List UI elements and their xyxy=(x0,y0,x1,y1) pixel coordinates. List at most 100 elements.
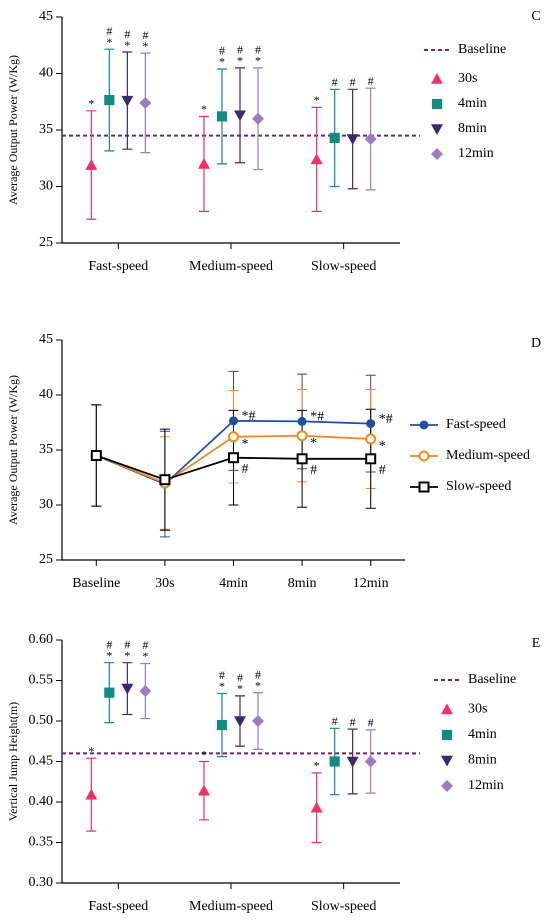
marker xyxy=(216,111,228,122)
marker xyxy=(365,433,377,445)
x-tick-label: Fast-speed xyxy=(88,259,148,274)
x-tick-label: Slow-speed xyxy=(311,259,376,274)
annotation: # xyxy=(310,463,317,478)
marker xyxy=(441,755,453,767)
legend-label: 30s xyxy=(458,71,477,86)
marker xyxy=(234,716,246,727)
annotation: * xyxy=(201,747,207,761)
marker xyxy=(198,784,210,796)
annotation: * xyxy=(142,39,148,53)
marker xyxy=(441,729,453,741)
legend-label: 8min xyxy=(458,121,487,136)
annotation: # xyxy=(242,462,249,477)
legend-label: Baseline xyxy=(458,42,506,57)
marker xyxy=(139,685,152,698)
y-tick-label: 0.50 xyxy=(29,713,54,728)
annotation: * xyxy=(255,54,261,68)
marker xyxy=(159,474,171,486)
legend-label: Baseline xyxy=(468,672,516,687)
marker xyxy=(252,715,264,727)
y-tick-label: 35 xyxy=(39,122,53,137)
annotation: * xyxy=(310,436,317,451)
y-tick-label: 0.55 xyxy=(29,673,54,688)
annotation: # xyxy=(219,44,225,58)
y-axis-label: Average Output Power (W/Kg) xyxy=(6,55,20,205)
x-tick-label: Baseline xyxy=(72,576,120,591)
y-tick-label: 30 xyxy=(39,497,53,512)
annotation: # xyxy=(106,24,112,38)
annotation: # xyxy=(142,28,148,42)
annotation: * xyxy=(219,55,225,69)
y-tick-label: 0.45 xyxy=(29,754,54,769)
x-tick-label: 12min xyxy=(353,576,389,591)
annotation: * xyxy=(88,97,94,111)
marker xyxy=(216,719,228,731)
panel-label: E xyxy=(532,636,541,651)
marker xyxy=(85,788,98,800)
marker xyxy=(431,73,443,84)
annotation: # xyxy=(368,716,374,730)
annotation: * xyxy=(124,648,130,662)
legend-label: 12min xyxy=(468,778,504,793)
marker xyxy=(234,110,246,122)
annotation: * xyxy=(106,35,112,49)
y-tick-label: 25 xyxy=(39,552,53,567)
marker xyxy=(104,94,115,106)
y-tick-label: 25 xyxy=(39,235,53,250)
annotation: # xyxy=(142,638,148,652)
marker xyxy=(365,453,377,465)
marker xyxy=(419,420,429,430)
marker xyxy=(310,153,323,165)
marker xyxy=(104,687,115,698)
marker xyxy=(228,431,239,443)
x-tick-label: Medium-speed xyxy=(189,259,273,274)
marker xyxy=(90,450,102,461)
annotation: # xyxy=(219,668,225,682)
panel-label: C xyxy=(531,9,540,24)
annotation: *# xyxy=(310,410,324,425)
annotation: * xyxy=(124,38,130,52)
marker xyxy=(431,98,443,110)
marker xyxy=(296,430,308,442)
annotation: * xyxy=(142,649,148,663)
annotation: # xyxy=(332,714,338,728)
x-tick-label: 30s xyxy=(155,576,174,591)
annotation: # xyxy=(379,463,386,478)
annotation: * xyxy=(242,437,249,452)
annotation: # xyxy=(124,637,130,651)
marker xyxy=(431,124,443,135)
x-tick-label: 4min xyxy=(219,576,248,591)
marker xyxy=(418,450,430,462)
annotation: # xyxy=(368,74,374,88)
y-axis-label: Vertical Jump Height(m) xyxy=(6,702,20,821)
y-tick-label: 0.40 xyxy=(29,794,54,809)
annotation: * xyxy=(237,54,243,68)
y-tick-label: 30 xyxy=(39,179,53,194)
annotation: * xyxy=(314,93,320,107)
marker xyxy=(364,133,377,146)
annotation: * xyxy=(88,744,94,758)
x-tick-label: Slow-speed xyxy=(311,899,376,914)
legend-label: 12min xyxy=(458,146,494,161)
marker xyxy=(121,95,134,107)
x-tick-label: Fast-speed xyxy=(88,899,148,914)
annotation: *# xyxy=(379,412,393,427)
marker xyxy=(431,148,443,160)
annotation: * xyxy=(255,678,261,692)
marker xyxy=(296,453,308,465)
y-tick-label: 45 xyxy=(39,9,53,24)
x-tick-label: Medium-speed xyxy=(189,899,273,914)
annotation: # xyxy=(106,637,112,651)
y-tick-label: 40 xyxy=(39,387,53,402)
panel-label: D xyxy=(531,336,541,351)
legend-label: Slow-speed xyxy=(446,479,511,494)
legend-label: 4min xyxy=(458,96,487,111)
annotation: # xyxy=(124,27,130,41)
annotation: # xyxy=(255,667,261,681)
y-tick-label: 35 xyxy=(39,442,53,457)
legend-label: Medium-speed xyxy=(446,448,530,463)
marker xyxy=(346,134,359,146)
legend-label: 30s xyxy=(468,702,487,717)
